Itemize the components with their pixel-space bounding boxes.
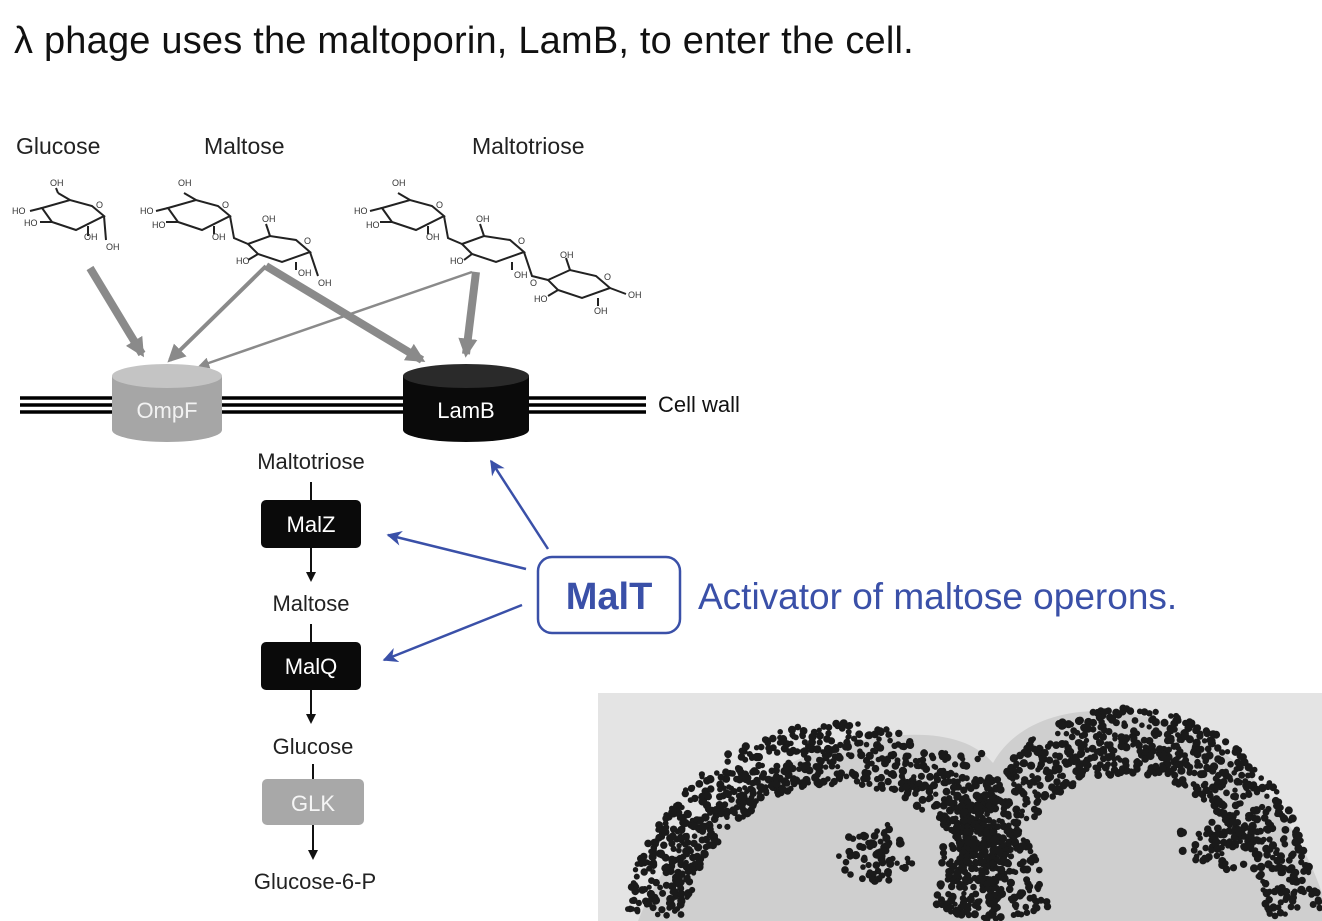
arrow-maltotriose-to-ompf bbox=[197, 270, 473, 369]
atom-label: OH bbox=[212, 232, 226, 242]
atom-label: O bbox=[304, 236, 311, 246]
malt-activator: MalT Activator of maltose operons. bbox=[536, 555, 1177, 635]
maltotriose-atom-labels: OH HO HO O OH OH HO O OH O OH HO O OH OH bbox=[354, 178, 642, 316]
arrow-malt-to-malq bbox=[382, 603, 523, 662]
atom-label: OH bbox=[178, 178, 192, 188]
atom-label: HO bbox=[24, 218, 38, 228]
malz-box bbox=[261, 500, 361, 548]
atom-label: HO bbox=[534, 294, 548, 304]
ompf-label: OmpF bbox=[136, 398, 197, 423]
glucose-structure bbox=[29, 187, 107, 241]
malq-label: MalQ bbox=[285, 654, 338, 679]
malt-description: Activator of maltose operons. bbox=[698, 576, 1177, 617]
atom-label: OH bbox=[50, 178, 64, 188]
arrow-maltose-to-ompf bbox=[167, 264, 268, 363]
maltose-atom-labels: OH HO HO O OH OH HO O OH OH bbox=[140, 178, 332, 288]
page-title: λ phage uses the maltoporin, LamB, to en… bbox=[14, 20, 914, 62]
atom-label: O bbox=[222, 200, 229, 210]
malt-box bbox=[536, 555, 682, 635]
glk-label: GLK bbox=[291, 791, 335, 816]
lamb-porin: LamB bbox=[403, 364, 529, 442]
atom-label: O bbox=[530, 278, 537, 288]
activation-arrows bbox=[382, 459, 550, 662]
sugar-label-maltotriose: Maltotriose bbox=[472, 133, 584, 159]
arrow-glucose-to-ompf bbox=[86, 265, 146, 358]
malt-label: MalT bbox=[566, 576, 653, 618]
arrow-maltose-to-lamb bbox=[263, 262, 426, 364]
maltotriose-structure bbox=[369, 192, 627, 306]
maltose-structure bbox=[155, 192, 319, 277]
phage-micrograph-image bbox=[598, 693, 1322, 921]
arrow-malt-to-malz bbox=[386, 530, 527, 571]
atom-label: OH bbox=[318, 278, 332, 288]
atom-label: O bbox=[436, 200, 443, 210]
pathway-glucose-6-p: Glucose-6-P bbox=[254, 869, 376, 894]
malq-box bbox=[261, 642, 361, 690]
atom-label: OH bbox=[426, 232, 440, 242]
atom-label: OH bbox=[560, 250, 574, 260]
atom-label: OH bbox=[298, 268, 312, 278]
atom-label: OH bbox=[514, 270, 528, 280]
atom-label: O bbox=[518, 236, 525, 246]
glucose-atom-labels: OH HO HO O OH OH bbox=[12, 178, 120, 252]
ompf-porin: OmpF bbox=[112, 364, 222, 442]
uptake-arrows bbox=[86, 262, 480, 369]
atom-label: OH bbox=[628, 290, 642, 300]
maltose-pathway: Maltotriose MalZ Maltose MalQ Glucose GL… bbox=[254, 449, 376, 894]
atom-label: HO bbox=[354, 206, 368, 216]
atom-label: HO bbox=[12, 206, 26, 216]
pathway-maltose: Maltose bbox=[272, 591, 349, 616]
arrow-malt-to-lamb bbox=[489, 459, 550, 550]
sugar-label-glucose: Glucose bbox=[16, 133, 100, 159]
atom-label: HO bbox=[152, 220, 166, 230]
atom-label: O bbox=[96, 200, 103, 210]
malz-label: MalZ bbox=[287, 512, 336, 537]
atom-label: OH bbox=[262, 214, 276, 224]
glk-box bbox=[262, 779, 364, 825]
atom-label: HO bbox=[366, 220, 380, 230]
atom-label: O bbox=[604, 272, 611, 282]
atom-label: HO bbox=[236, 256, 250, 266]
atom-label: OH bbox=[594, 306, 608, 316]
atom-label: HO bbox=[140, 206, 154, 216]
atom-label: OH bbox=[476, 214, 490, 224]
arrow-maltotriose-to-lamb bbox=[458, 271, 480, 358]
atom-label: HO bbox=[450, 256, 464, 266]
lamb-label: LamB bbox=[437, 398, 494, 423]
atom-label: OH bbox=[106, 242, 120, 252]
cell-wall-label: Cell wall bbox=[658, 392, 740, 417]
atom-label: OH bbox=[392, 178, 406, 188]
sugar-label-maltose: Maltose bbox=[204, 133, 285, 159]
pathway-glucose: Glucose bbox=[273, 734, 354, 759]
atom-label: OH bbox=[84, 232, 98, 242]
pathway-maltotriose: Maltotriose bbox=[257, 449, 365, 474]
